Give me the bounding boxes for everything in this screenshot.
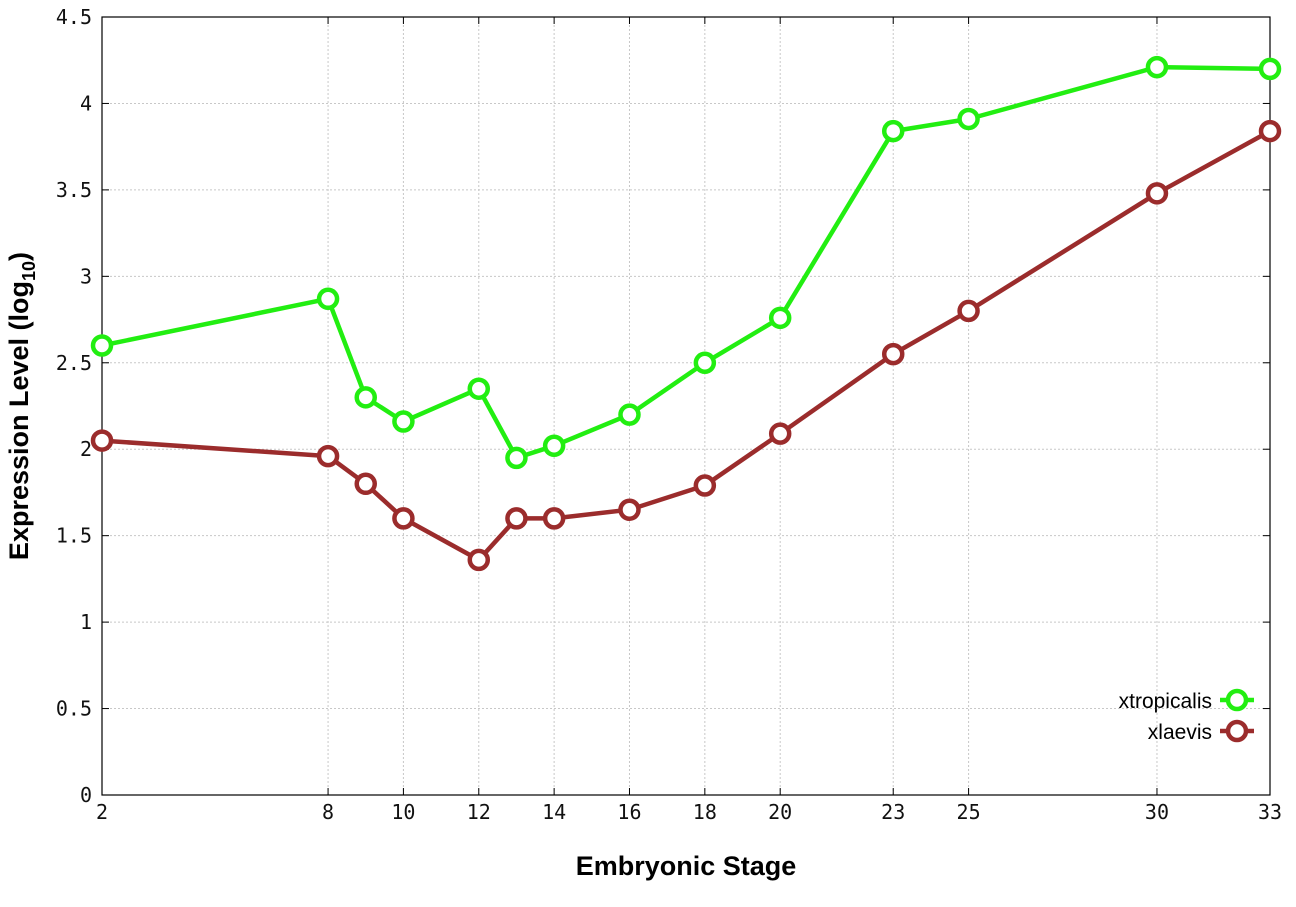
data-point-xtropicalis [467,377,491,400]
x-tick-label: 20 [768,800,792,824]
x-tick-label: 25 [957,800,981,824]
data-point-xtropicalis [881,119,905,143]
y-axis-title: Expression Level (log10) [4,252,39,560]
legend-marker-xlaevis [1225,719,1249,743]
data-point-xtropicalis [618,403,641,426]
data-point-xlaevis [316,444,340,468]
y-tick-label: 2 [80,437,92,461]
x-tick-label: 12 [467,800,491,824]
data-point-xlaevis [354,472,377,496]
data-point-xlaevis [1258,119,1282,143]
legend-label-xtropicalis: xtropicalis [1119,690,1212,713]
data-point-xtropicalis [1145,55,1169,79]
data-point-xtropicalis [768,306,792,330]
y-tick-label: 1 [80,610,92,634]
data-point-xlaevis [957,299,980,323]
x-tick-label: 10 [391,800,415,824]
data-point-xtropicalis [1258,57,1282,81]
y-tick-label: 3 [80,264,92,288]
data-point-xtropicalis [505,446,528,470]
y-tick-label: 1.5 [56,524,92,548]
data-point-xtropicalis [542,434,566,458]
data-point-xlaevis [467,548,491,572]
legend-label-xlaevis: xlaevis [1148,721,1212,744]
x-tick-label: 16 [617,800,641,824]
data-point-xlaevis [768,422,792,445]
data-point-xtropicalis [957,107,980,131]
data-point-xlaevis [1145,182,1169,205]
data-point-xtropicalis [90,334,114,357]
x-tick-label: 14 [542,800,566,824]
y-tick-label: 0 [80,783,92,807]
legend: xtropicalis xlaevis [1119,688,1254,744]
x-tick-label: 23 [881,800,905,824]
x-tick-label: 30 [1145,800,1169,824]
y-axis-title-close: ) [4,252,34,261]
data-point-xtropicalis [316,287,340,311]
y-tick-label: 3.5 [56,178,92,202]
data-point-xtropicalis [354,386,377,409]
x-tick-label: 33 [1258,800,1282,824]
data-point-xlaevis [392,507,415,530]
data-point-xlaevis [693,474,717,497]
y-axis-title-subscript: 10 [19,261,39,281]
series-lines [90,55,1282,572]
x-tick-label: 8 [322,800,334,824]
data-point-xtropicalis [392,410,415,433]
plot-frame [101,16,1271,796]
legend-marker-xtropicalis [1225,688,1249,712]
x-tick-label: 2 [96,800,108,824]
y-axis-title-main: Expression Level (log [4,281,34,560]
y-tick-label: 4.5 [56,5,92,29]
grid-lines [102,17,1270,795]
data-point-xlaevis [90,429,114,452]
data-point-xtropicalis [693,351,717,375]
data-point-xlaevis [881,342,905,366]
x-axis-title: Embryonic Stage [576,851,797,881]
axis-ticks: 0 0.5 1 1.5 2 2.5 3 3.5 4 4.5 2 8 10 12 14 16 18 20 23 25 30… [56,5,1282,824]
y-tick-label: 2.5 [56,351,92,375]
data-point-xlaevis [542,507,566,530]
x-tick-label: 18 [693,800,717,824]
y-tick-label: 4 [80,91,92,115]
y-tick-label: 0.5 [56,697,92,721]
data-point-xlaevis [618,498,641,521]
data-point-xlaevis [505,507,528,530]
